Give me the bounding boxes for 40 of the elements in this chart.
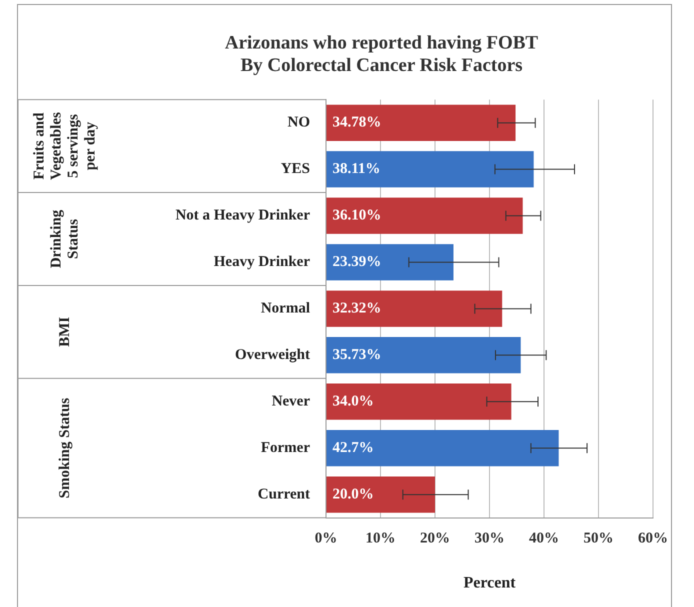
text: BMI bbox=[56, 316, 73, 347]
x-tick-label: 30% bbox=[474, 530, 504, 547]
data-label: 42.7% bbox=[332, 440, 374, 456]
y-tick-label: Former bbox=[260, 440, 310, 456]
bar bbox=[326, 476, 435, 513]
data-label: 32.32% bbox=[332, 300, 382, 317]
data-label: 35.73% bbox=[332, 347, 382, 364]
bar bbox=[326, 384, 512, 420]
y-tick-label: NO bbox=[288, 114, 310, 131]
data-label: 36.10% bbox=[332, 208, 382, 224]
text: Smoking Status bbox=[56, 398, 73, 498]
data-label: 38.11% bbox=[332, 161, 380, 178]
bar bbox=[326, 430, 559, 466]
x-tick-label: 60% bbox=[638, 530, 668, 547]
bar bbox=[326, 244, 454, 280]
y-tick-label: Normal bbox=[260, 300, 310, 317]
x-tick-label: 10% bbox=[366, 530, 396, 547]
y-tick-label: Overweight bbox=[235, 347, 310, 364]
data-label: 34.0% bbox=[332, 394, 374, 410]
bar bbox=[326, 290, 502, 327]
y-tick-label: Current bbox=[258, 486, 310, 502]
x-tick-label: 20% bbox=[420, 530, 450, 547]
bar bbox=[326, 104, 516, 141]
bar bbox=[326, 151, 534, 188]
bar bbox=[326, 198, 523, 234]
x-tick-label: 0% bbox=[314, 530, 338, 547]
chart-title: Arizonans who reported having FOBT By Colorectal Cancer Risk Factors bbox=[224, 32, 538, 76]
x-tick-label: 50% bbox=[584, 530, 614, 547]
text: Fruits and Vegetables 5 servings per day bbox=[31, 112, 98, 180]
x-tick-label: 40% bbox=[529, 530, 559, 547]
y-tick-label: Heavy Drinker bbox=[214, 254, 310, 270]
data-label: 23.39% bbox=[332, 254, 382, 270]
y-tick-label: Not a Heavy Drinker bbox=[175, 208, 310, 224]
bar bbox=[326, 337, 521, 374]
y-tick-label: Never bbox=[272, 394, 310, 410]
data-label: 20.0% bbox=[332, 486, 374, 502]
x-axis-title: Percent bbox=[463, 574, 516, 592]
data-label: 34.78% bbox=[332, 114, 382, 131]
y-tick-label: YES bbox=[280, 161, 310, 178]
text: Drinking Status bbox=[48, 209, 82, 268]
